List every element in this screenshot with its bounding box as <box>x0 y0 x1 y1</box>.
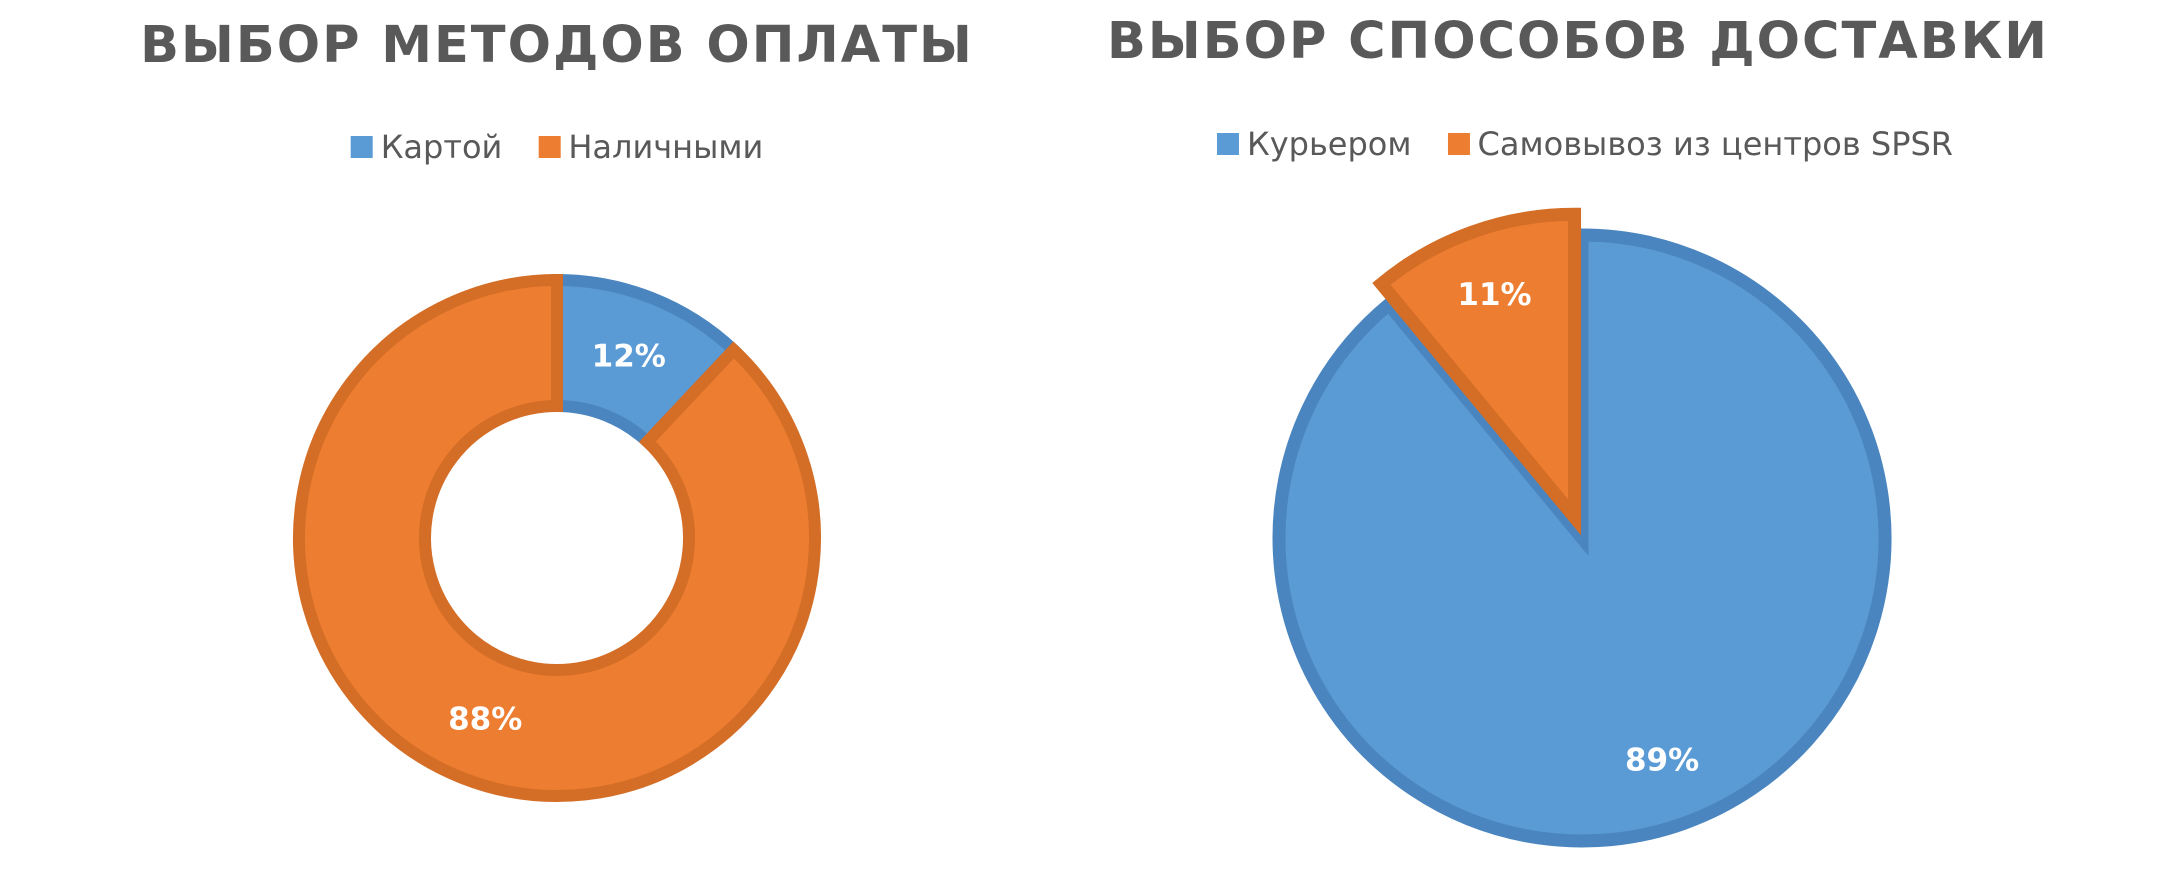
legend-item-courier: Курьером <box>1216 125 1412 163</box>
legend-label-card: Картой <box>380 128 503 166</box>
chart-delivery: 89% 11% <box>1272 207 1892 848</box>
slice-Самовывоз из центров SPSR <box>1372 207 1582 536</box>
legend-swatch-cash <box>538 136 561 158</box>
legend-delivery: Курьером Самовывоз из центров SPSR <box>1199 125 1971 163</box>
legend-label-pickup: Самовывоз из центров SPSR <box>1477 125 1954 163</box>
legend-swatch-pickup <box>1447 133 1470 155</box>
slice-Наличными <box>293 273 821 802</box>
data-label-Курьером: 89% <box>1625 742 1699 778</box>
slice-Курьером <box>1272 228 1892 848</box>
data-label-Наличными: 88% <box>448 701 522 737</box>
chart-payment: 12% 88% <box>293 273 821 802</box>
legend-item-card: Картой <box>350 128 503 166</box>
data-label-Самовывоз из центров SPSR: 11% <box>1457 277 1531 313</box>
chart-title-delivery: ВЫБОР СПОСОБОВ ДОСТАВКИ <box>1107 12 2049 71</box>
data-label-Картой: 12% <box>592 339 666 375</box>
legend-item-pickup: Самовывоз из центров SPSR <box>1447 125 1954 163</box>
legend-swatch-card <box>350 136 373 158</box>
legend-swatch-courier <box>1216 133 1239 155</box>
legend-payment: Картой Наличными <box>333 128 782 166</box>
chart-title-payment: ВЫБОР МЕТОДОВ ОПЛАТЫ <box>140 16 974 75</box>
legend-label-courier: Курьером <box>1246 125 1412 163</box>
legend-label-cash: Наличными <box>568 128 764 166</box>
legend-item-cash: Наличными <box>538 128 763 166</box>
